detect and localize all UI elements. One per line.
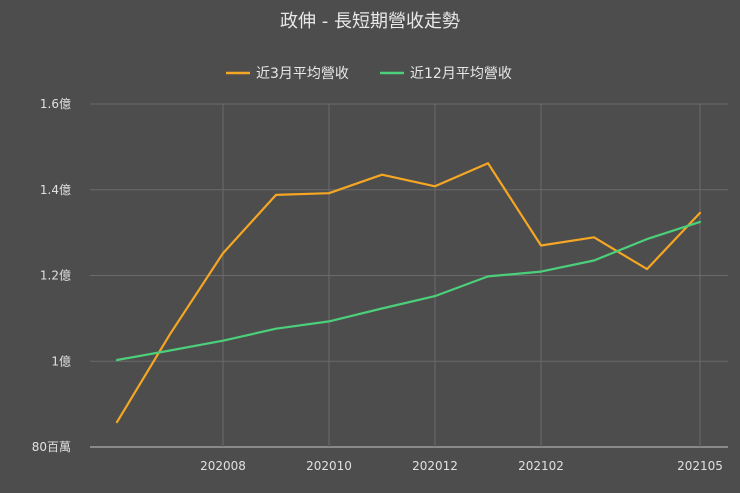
x-tick-label: 202010 xyxy=(306,459,352,473)
y-tick-label: 1.4億 xyxy=(40,183,71,197)
series-line-0 xyxy=(115,162,702,424)
y-tick-label: 1.2億 xyxy=(40,269,71,283)
y-tick-label: 1億 xyxy=(51,354,71,368)
chart-title: 政伸 - 長短期營收走勢 xyxy=(280,11,460,32)
y-tick-label: 1.6億 xyxy=(40,97,71,111)
series-lines xyxy=(115,162,702,424)
x-tick-label: 202105 xyxy=(677,459,723,473)
legend: 近3月平均營收 近12月平均營收 xyxy=(226,66,512,82)
legend-label-series-1: 近12月平均營收 xyxy=(410,66,512,82)
legend-label-series-0: 近3月平均營收 xyxy=(256,66,349,82)
y-tick-label: 80百萬 xyxy=(32,440,71,454)
y-gridlines xyxy=(90,103,728,448)
x-gridlines xyxy=(222,104,701,447)
x-axis-ticks: 202008 202010 202012 202102 202105 xyxy=(200,459,723,473)
y-axis-ticks: 80百萬 1億 1.2億 1.4億 1.6億 xyxy=(32,97,71,454)
x-tick-label: 202102 xyxy=(518,459,564,473)
series-line-1 xyxy=(115,220,702,362)
x-tick-label: 202008 xyxy=(200,459,246,473)
x-tick-label: 202012 xyxy=(412,459,458,473)
